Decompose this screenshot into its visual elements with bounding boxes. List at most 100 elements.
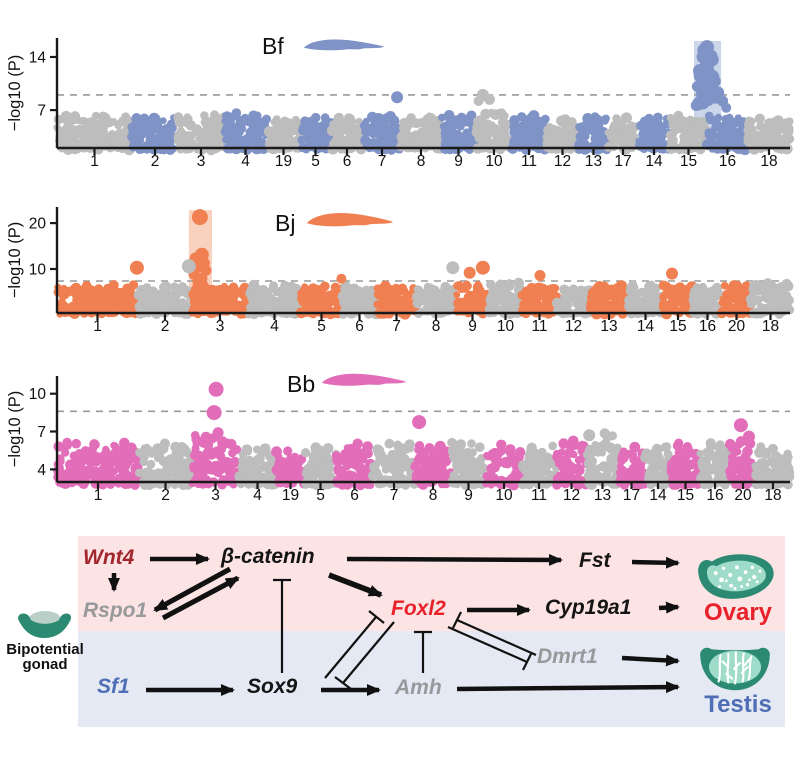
chrom-label: 17: [614, 153, 631, 170]
y-axis-label: −log10 (P): [6, 55, 24, 132]
chrom-label: 13: [594, 487, 611, 504]
y-tick-label: 20: [29, 216, 47, 233]
chrom-label: 16: [719, 153, 736, 170]
outlier-point: [534, 270, 546, 281]
chrom-label: 14: [637, 318, 655, 335]
y-tick-label: 4: [37, 462, 46, 479]
chrom-label: 20: [734, 487, 752, 504]
ovary-icon: [698, 554, 774, 599]
peak-point: [203, 440, 214, 451]
bipotential-label-line2: gonad: [22, 656, 68, 673]
outlier-point: [733, 418, 748, 433]
outlier-point: [336, 273, 347, 284]
gene-dmrt1: Dmrt1: [537, 645, 598, 668]
chrom-label: 6: [343, 153, 352, 170]
chrom-label: 8: [432, 318, 441, 335]
chrom-label: 18: [760, 153, 777, 170]
peak-point: [194, 287, 205, 298]
chrom-label: 10: [485, 153, 503, 170]
chrom-label: 4: [253, 487, 262, 504]
chrom-label: 7: [378, 153, 387, 170]
outlier-point: [721, 102, 732, 113]
noise-points: [53, 108, 795, 156]
chrom-label: 15: [669, 318, 686, 335]
chrom-label: 11: [531, 318, 547, 335]
gene-beta-catenin: β-catenin: [221, 545, 315, 568]
chrom-label: 5: [311, 153, 320, 170]
chrom-label: 6: [350, 487, 359, 504]
gene-sox9: Sox9: [247, 675, 298, 698]
chrom-label: 4: [270, 318, 279, 335]
outlier-point: [181, 259, 196, 274]
chrom-label: 14: [649, 487, 667, 504]
gene-fst: Fst: [579, 549, 611, 572]
outlier-point: [463, 266, 476, 279]
fish-silhouette-icon: [321, 373, 407, 386]
chrom-label: 10: [497, 318, 515, 335]
chrom-label: 2: [161, 487, 170, 504]
y-tick-label: 10: [29, 386, 47, 403]
peak-top-point: [700, 40, 714, 55]
chrom-label: 1: [94, 487, 103, 504]
fish-silhouette-icon: [303, 39, 385, 51]
chrom-label: 3: [211, 487, 220, 504]
chrom-label: 5: [317, 318, 326, 335]
chrom-label: 10: [495, 487, 513, 504]
chrom-label: 14: [645, 153, 663, 170]
chrom-label: 18: [764, 487, 781, 504]
y-axis-label: −log10 (P): [6, 222, 24, 299]
panel-label: Bf: [262, 33, 284, 59]
chrom-label: 2: [151, 153, 160, 170]
chrom-label: 16: [706, 487, 723, 504]
chrom-label: 2: [161, 318, 170, 335]
outlier-point: [484, 93, 495, 105]
outlier-point: [583, 429, 596, 442]
chrom-label: 5: [316, 487, 325, 504]
chrom-label: 1: [93, 318, 102, 335]
chrom-label: 16: [699, 318, 716, 335]
outlier-point: [475, 260, 490, 275]
gene-amh: Amh: [395, 676, 442, 699]
chrom-label: 17: [623, 487, 640, 504]
ovary-speckles: [713, 565, 762, 591]
bipotential-label-line1: Bipotential: [6, 641, 84, 658]
chrom-label: 4: [241, 153, 250, 170]
chrom-label: 11: [521, 153, 537, 170]
testis-label: Testis: [704, 691, 772, 718]
chrom-label: 9: [454, 153, 463, 170]
ovary-label: Ovary: [703, 599, 773, 626]
testis-pathway-band: [78, 631, 785, 727]
chrom-label: 15: [677, 487, 694, 504]
chrom-label: 20: [728, 318, 746, 335]
chrom-label: 8: [417, 153, 426, 170]
outlier-point: [446, 261, 460, 275]
testis-tubules: [717, 651, 753, 685]
chrom-label: 8: [429, 487, 438, 504]
y-tick-label: 7: [37, 424, 46, 441]
testis-icon: [700, 647, 770, 691]
outlier-point: [391, 91, 404, 104]
peak-point: [206, 405, 222, 421]
peak-point: [191, 209, 208, 226]
chrom-label: 13: [585, 153, 602, 170]
chrom-label: 19: [275, 153, 292, 170]
peak-point: [198, 280, 209, 291]
gene-sf1: Sf1: [97, 675, 130, 698]
chrom-label: 11: [531, 487, 547, 504]
outlier-point: [666, 267, 678, 280]
chrom-label: 6: [355, 318, 364, 335]
chrom-label: 19: [282, 487, 299, 504]
outlier-point: [412, 415, 427, 430]
panel-label: Bb: [287, 371, 315, 397]
outlier-point: [743, 430, 755, 443]
peak-point: [208, 381, 224, 397]
panel-label: Bj: [275, 210, 295, 236]
outlier-point: [690, 100, 702, 111]
y-axis-label: −log10 (P): [6, 391, 24, 468]
chrom-label: 15: [680, 153, 697, 170]
y-tick-label: 10: [29, 262, 47, 279]
y-tick-label: 7: [37, 103, 46, 120]
